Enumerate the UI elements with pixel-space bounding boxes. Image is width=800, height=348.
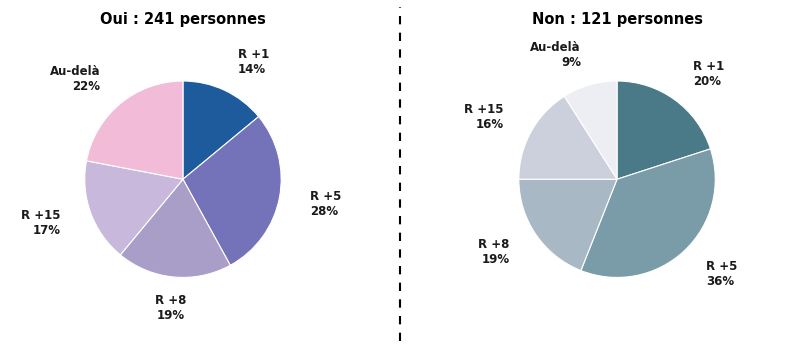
Text: Au-delà
9%: Au-delà 9% (530, 41, 581, 69)
Text: R +5
28%: R +5 28% (310, 190, 342, 218)
Text: Au-delà
22%: Au-delà 22% (50, 65, 100, 93)
Wedge shape (519, 96, 617, 179)
Text: R +15
17%: R +15 17% (22, 209, 61, 237)
Wedge shape (565, 81, 617, 179)
Text: R +8
19%: R +8 19% (478, 238, 510, 266)
Wedge shape (85, 161, 183, 255)
Text: R +15
16%: R +15 16% (464, 103, 503, 131)
Title: Oui : 241 personnes: Oui : 241 personnes (100, 11, 266, 26)
Wedge shape (519, 179, 617, 270)
Title: Non : 121 personnes: Non : 121 personnes (531, 11, 702, 26)
Wedge shape (183, 81, 258, 179)
Text: R +5
36%: R +5 36% (706, 260, 737, 288)
Text: R +1
14%: R +1 14% (238, 48, 270, 76)
Text: R +1
20%: R +1 20% (694, 60, 725, 88)
Wedge shape (581, 149, 715, 277)
Wedge shape (183, 117, 281, 265)
Wedge shape (120, 179, 230, 277)
Text: R +8
19%: R +8 19% (155, 294, 186, 322)
Wedge shape (617, 81, 710, 179)
Wedge shape (86, 81, 183, 179)
